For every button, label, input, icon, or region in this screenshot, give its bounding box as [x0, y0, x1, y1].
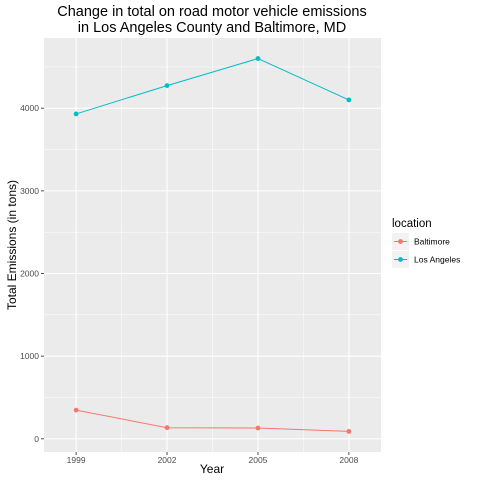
data-point-baltimore-2008: [346, 429, 352, 434]
series-layer: [73, 56, 352, 434]
data-point-baltimore-1999: [73, 407, 79, 413]
series-line-los-angeles: [75, 58, 350, 115]
data-point-los-angeles-2002: [164, 83, 170, 88]
data-point-los-angeles-2005: [255, 56, 261, 61]
x-axis-title: Year: [200, 462, 224, 476]
legend-label-baltimore: Baltimore: [414, 237, 450, 247]
chart-title-line-1: Change in total on road motor vehicle em…: [57, 4, 367, 20]
data-point-los-angeles-1999: [73, 111, 79, 117]
grid-lines: [44, 38, 381, 452]
y-axis-title: Total Emissions (in tons): [5, 180, 19, 310]
x-tick-label-1: 2002: [158, 455, 177, 465]
y-tick-label-3: 3000: [20, 186, 39, 196]
data-point-los-angeles-2008: [346, 97, 352, 103]
legend: location Baltimore Los Angeles: [392, 218, 460, 268]
y-tick-label-2: 2000: [20, 269, 39, 279]
x-tick-label-2: 2005: [248, 455, 267, 465]
axis-ticks: 0 1000 2000 3000 4000 1999 2002 2005 2008: [20, 103, 359, 465]
legend-key-point-los-angeles: [398, 257, 403, 262]
legend-label-los-angeles: Los Angeles: [414, 255, 460, 265]
legend-title: location: [392, 218, 432, 230]
data-point-baltimore-2005: [255, 425, 261, 431]
legend-key-point-baltimore: [398, 239, 403, 244]
x-tick-label-0: 1999: [67, 455, 86, 465]
y-tick-label-0: 0: [34, 434, 39, 444]
data-point-baltimore-2002: [164, 425, 170, 431]
chart-title-line-2: in Los Angeles County and Baltimore, MD: [78, 20, 346, 36]
y-tick-label-4: 4000: [20, 103, 39, 113]
y-tick-label-1: 1000: [20, 351, 39, 361]
x-tick-label-3: 2008: [339, 455, 358, 465]
series-line-baltimore: [76, 409, 349, 432]
